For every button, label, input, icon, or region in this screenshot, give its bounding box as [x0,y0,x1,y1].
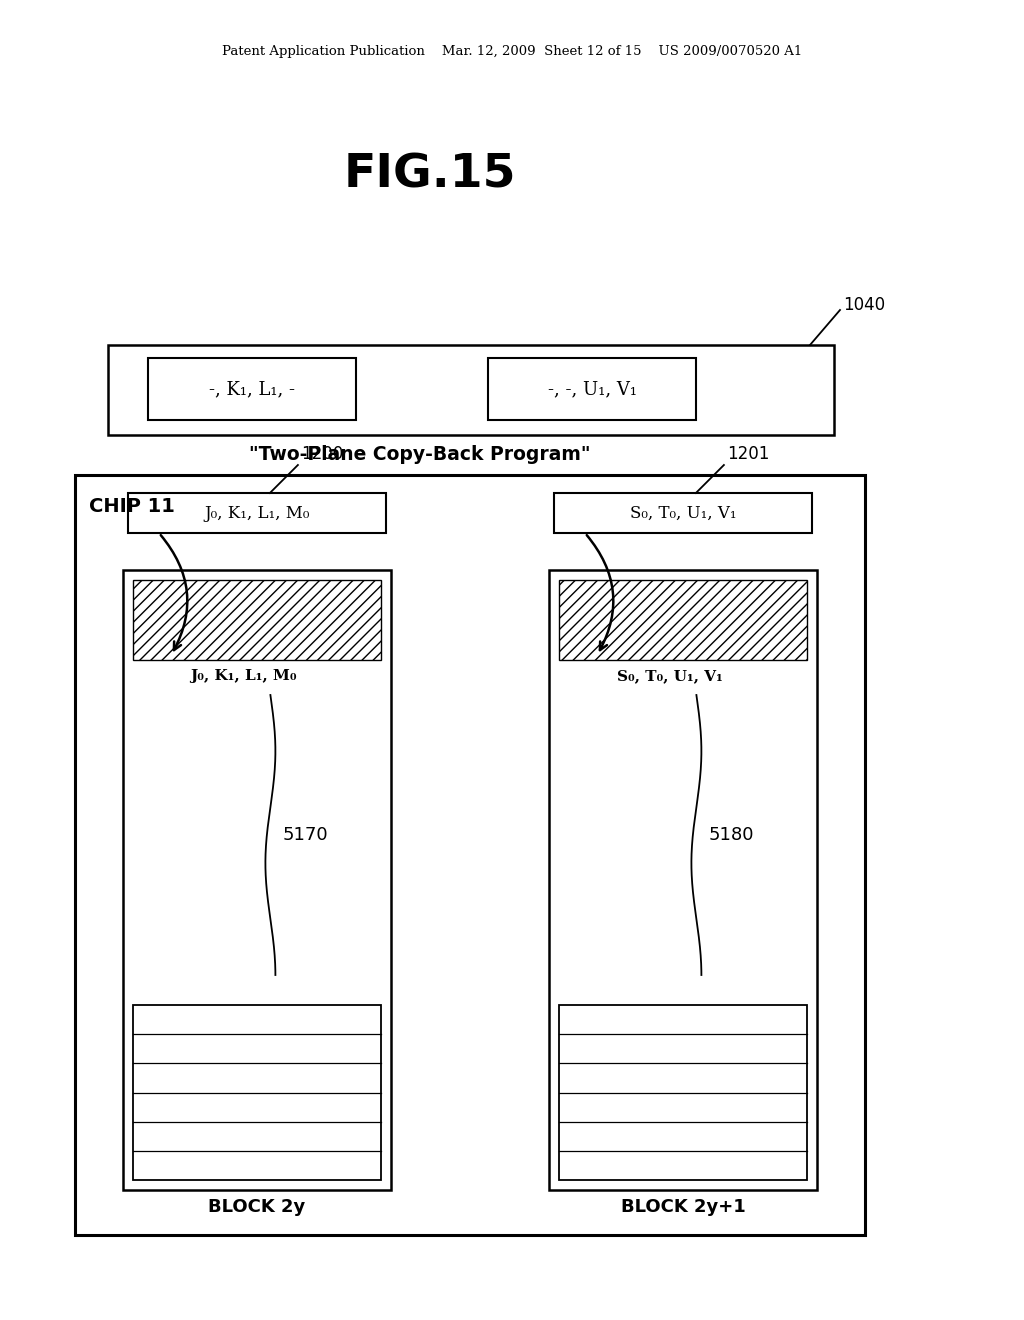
Text: 1201: 1201 [727,445,769,463]
Text: 1040: 1040 [843,296,885,314]
Bar [559,1005,807,1180]
Bar [128,492,386,533]
Bar [133,1005,381,1180]
Bar [123,570,391,1191]
Text: FIG.15: FIG.15 [344,153,516,198]
Text: "Two-Plane Copy-Back Program": "Two-Plane Copy-Back Program" [249,446,591,465]
Text: S₀, T₀, U₁, V₁: S₀, T₀, U₁, V₁ [630,504,736,521]
Text: S₀, T₀, U₁, V₁: S₀, T₀, U₁, V₁ [616,669,723,682]
Bar [488,358,696,420]
Text: BLOCK 2y+1: BLOCK 2y+1 [621,1199,745,1216]
Text: -, -, U₁, V₁: -, -, U₁, V₁ [548,380,637,399]
Text: J₀, K₁, L₁, M₀: J₀, K₁, L₁, M₀ [190,669,297,682]
Bar [148,358,356,420]
Bar [554,492,812,533]
Text: BLOCK 2y: BLOCK 2y [208,1199,305,1216]
Bar [549,570,817,1191]
Text: 5180: 5180 [709,826,754,843]
Text: CHIP 11: CHIP 11 [89,498,175,516]
Bar [75,475,865,1236]
Text: J₀, K₁, L₁, M₀: J₀, K₁, L₁, M₀ [205,504,309,521]
Bar [133,579,381,660]
Bar [559,579,807,660]
Text: 5170: 5170 [283,826,328,843]
Text: 1200: 1200 [301,445,343,463]
Bar [108,345,834,436]
Text: -, K₁, L₁, -: -, K₁, L₁, - [209,380,295,399]
Text: Patent Application Publication    Mar. 12, 2009  Sheet 12 of 15    US 2009/00705: Patent Application Publication Mar. 12, … [222,45,802,58]
